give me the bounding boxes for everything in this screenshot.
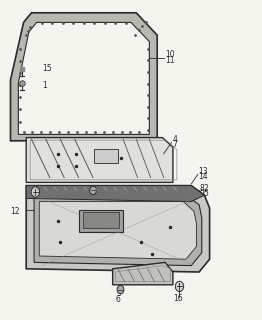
Text: 12: 12: [10, 207, 20, 216]
Text: 1: 1: [42, 81, 47, 90]
Text: 7: 7: [172, 140, 177, 149]
FancyBboxPatch shape: [83, 212, 119, 228]
Circle shape: [117, 285, 124, 294]
Polygon shape: [26, 138, 173, 182]
Text: 10: 10: [165, 50, 175, 59]
Text: 3: 3: [116, 289, 121, 298]
Text: 6: 6: [116, 295, 121, 304]
Polygon shape: [10, 13, 157, 141]
Circle shape: [31, 187, 40, 197]
Text: 9: 9: [200, 189, 205, 198]
Polygon shape: [18, 22, 149, 134]
Text: 16: 16: [173, 294, 182, 303]
Text: 5: 5: [204, 189, 209, 198]
Text: 14: 14: [199, 172, 208, 181]
Text: 2: 2: [204, 184, 209, 193]
Polygon shape: [39, 202, 196, 259]
Circle shape: [175, 281, 184, 292]
Circle shape: [90, 186, 96, 195]
Text: 8: 8: [200, 184, 205, 193]
Text: 4: 4: [172, 135, 177, 144]
Text: 11: 11: [165, 56, 174, 65]
FancyBboxPatch shape: [79, 210, 123, 232]
Polygon shape: [113, 262, 173, 285]
Polygon shape: [34, 195, 202, 266]
Text: 13: 13: [199, 167, 208, 176]
Polygon shape: [26, 186, 204, 202]
Polygon shape: [26, 186, 210, 272]
FancyBboxPatch shape: [94, 149, 118, 163]
Text: 15: 15: [42, 64, 52, 73]
